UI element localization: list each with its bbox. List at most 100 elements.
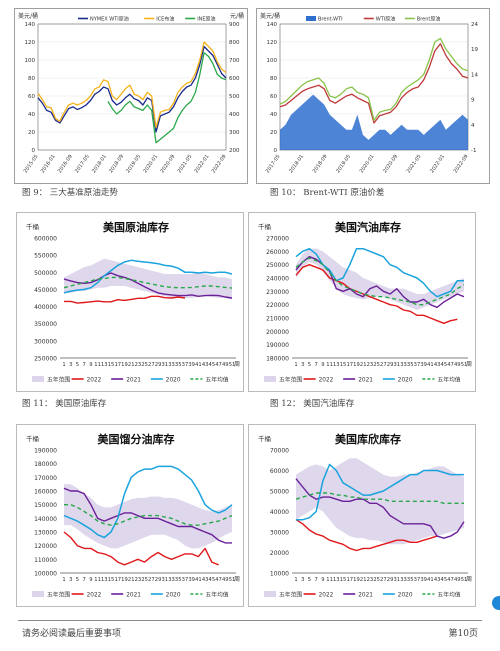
x-tick-label: 15 bbox=[108, 577, 115, 583]
x-tick-label: 13 bbox=[333, 577, 340, 583]
x-tick-label: 27 bbox=[380, 577, 387, 583]
y-tick-label: 110000 bbox=[34, 557, 57, 564]
x-tick-label: 49 bbox=[454, 577, 461, 583]
legend-label: 五年范围 bbox=[47, 376, 70, 384]
plot-area bbox=[37, 23, 227, 151]
x-tick-label: 31 bbox=[161, 362, 168, 368]
x-tick-label: 45 bbox=[441, 577, 448, 583]
y-tick-label: 210000 bbox=[266, 316, 289, 323]
series-line-WTI原油 bbox=[279, 43, 469, 124]
x-tick-label: 29 bbox=[155, 362, 162, 368]
x-tick-label: 51 bbox=[229, 577, 236, 583]
x-axis-label: 周 bbox=[466, 576, 472, 583]
y-tick-label: 80 bbox=[270, 76, 277, 82]
legend-label: 2020 bbox=[398, 378, 413, 384]
floating-assistant-button[interactable] bbox=[492, 596, 500, 610]
legend-label: 2020 bbox=[166, 593, 181, 599]
x-tick-label: 33 bbox=[400, 577, 407, 583]
x-tick-label: 25 bbox=[373, 577, 380, 583]
y-axis-unit: 千桶 bbox=[26, 222, 39, 231]
x-tick-label: 41 bbox=[427, 577, 434, 583]
x-tick-label: 35 bbox=[407, 362, 414, 368]
x-tick-label: 49 bbox=[222, 362, 229, 368]
x-tick-label: 17 bbox=[114, 577, 121, 583]
y-tick-label: 130000 bbox=[34, 530, 57, 537]
legend-label: Brent原油 bbox=[417, 16, 441, 23]
chart-us-cushing-inventory: 美国库欣库存 千桶 10000 20000 30000 40000 50000 60000 70… bbox=[248, 424, 476, 607]
x-tick-label: 23 bbox=[135, 577, 142, 583]
series-line-2022 bbox=[63, 531, 219, 566]
y2-tick-label: 300 bbox=[229, 130, 240, 136]
y-tick-label: 150000 bbox=[34, 502, 57, 509]
legend-label: 五年均值 bbox=[205, 376, 228, 384]
x-tick-label: 51 bbox=[229, 362, 236, 368]
y-tick-label: 140000 bbox=[34, 516, 57, 523]
x-tick-label: 15 bbox=[340, 577, 347, 583]
legend-swatch-range bbox=[32, 591, 44, 597]
y-tick-label: 140 bbox=[25, 22, 36, 28]
y-axis-unit: 千桶 bbox=[258, 434, 271, 443]
legend-swatch-range bbox=[32, 376, 44, 382]
x-tick-label: 19 bbox=[121, 362, 128, 368]
chart-benchmark-crude: 0 20 40 60 80 100 120 140 200 300 400 500 600 700 800 9… bbox=[14, 8, 248, 184]
y2-tick-label: 4 bbox=[471, 123, 475, 129]
y-tick-label: 60 bbox=[270, 94, 277, 100]
y-tick-label: 350000 bbox=[34, 321, 57, 328]
y-tick-label: 100 bbox=[25, 58, 36, 64]
legend-label: 五年范围 bbox=[279, 591, 302, 599]
x-tick-label: 29 bbox=[387, 362, 394, 368]
x-tick-label: 21 bbox=[128, 362, 135, 368]
x-tick-label: 35 bbox=[175, 362, 182, 368]
y2-tick-label: 700 bbox=[229, 58, 240, 64]
x-tick-label: 41 bbox=[195, 577, 202, 583]
legend-label: Brent-WTI bbox=[318, 17, 343, 23]
y-tick-label: 250000 bbox=[266, 262, 289, 269]
x-tick-label: 31 bbox=[393, 362, 400, 368]
chart-frame bbox=[16, 212, 244, 392]
y-tick-label: 60 bbox=[28, 94, 35, 100]
legend-label: 2021 bbox=[126, 593, 141, 599]
legend-label: 2020 bbox=[166, 378, 181, 384]
x-tick-label: 1 bbox=[294, 577, 297, 583]
legend-label: 五年均值 bbox=[205, 591, 228, 599]
series-line-2021 bbox=[63, 272, 233, 299]
legend-label: 2020 bbox=[398, 593, 413, 599]
x-tick-label: 7 bbox=[315, 362, 318, 368]
y-tick-label: 240000 bbox=[266, 276, 289, 283]
chart-us-gasoline-inventory-svg: 美国汽油库存 千桶 180000 190000 200000 210000 220000 23… bbox=[248, 212, 476, 392]
y-tick-label: 20 bbox=[28, 130, 35, 136]
x-tick-label: 1 bbox=[294, 362, 297, 368]
y-tick-label: 140 bbox=[267, 22, 278, 28]
x-tick-label: 39 bbox=[420, 577, 427, 583]
chart-us-crude-inventory-svg: 美国原油库存 千桶 250000 300000 350000 400000 450000 50… bbox=[16, 212, 244, 392]
x-tick-label: 29 bbox=[387, 577, 394, 583]
y2-tick-label: -1 bbox=[471, 148, 476, 154]
x-tick-label: 37 bbox=[182, 362, 189, 368]
y2-tick-label: 400 bbox=[229, 112, 240, 118]
caption-fig9: 图 9： 三大基准原油走势 bbox=[22, 188, 118, 198]
x-tick-label: 37 bbox=[182, 577, 189, 583]
series-line-Brent原油 bbox=[279, 37, 469, 121]
y-tick-label: 180000 bbox=[34, 461, 57, 468]
x-tick-label: 13 bbox=[101, 362, 108, 368]
footer-disclaimer-link[interactable]: 请务必阅读最后重要事项 bbox=[22, 629, 122, 639]
series-line-NYMEX WTI原油 bbox=[37, 45, 227, 133]
chart-title: 美国原油库存 bbox=[103, 220, 169, 234]
x-tick-label: 49 bbox=[222, 577, 229, 583]
y-tick-label: 450000 bbox=[34, 287, 57, 294]
legend-label: 五年范围 bbox=[47, 591, 70, 599]
y-tick-label: 600000 bbox=[34, 236, 57, 243]
x-tick-label: 15 bbox=[108, 362, 115, 368]
y-tick-label: 40 bbox=[28, 112, 35, 118]
series-line-2020 bbox=[296, 463, 464, 521]
x-tick-label: 19 bbox=[121, 577, 128, 583]
x-tick-label: 45 bbox=[209, 362, 216, 368]
series-line-ICE布油 bbox=[37, 41, 227, 129]
series-line-2022 bbox=[64, 295, 186, 304]
x-tick-label: 35 bbox=[175, 577, 182, 583]
y-tick-label: 190000 bbox=[266, 342, 289, 349]
x-tick-label: 5 bbox=[76, 577, 79, 583]
x-tick-label: 25 bbox=[373, 362, 380, 368]
x-tick-label: 19 bbox=[353, 577, 360, 583]
legend-label: 2021 bbox=[358, 378, 373, 384]
